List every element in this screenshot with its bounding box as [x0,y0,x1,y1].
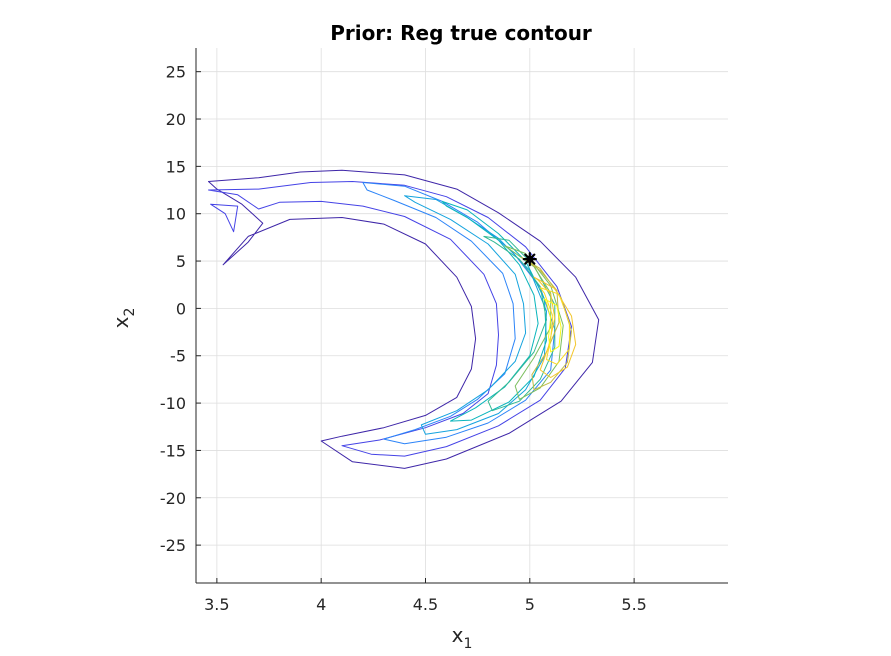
contour-level-11 [543,298,562,353]
y-tick-label: -5 [170,347,186,366]
y-tick-labels: 25 20 15 10 5 0 -5 -10 -15 -20 -25 [160,63,186,555]
y-tick-label: 20 [166,110,186,129]
y-tick-label: 15 [166,157,186,176]
x-tick-label: 3.5 [204,595,229,614]
y-tick-label: -25 [160,536,186,555]
contour-level-6 [483,235,556,412]
x-tick-label: 4 [316,595,326,614]
x-axis-label: x1 [452,623,473,652]
marker-layer [522,252,537,267]
x-axis-label-sub: 1 [463,636,472,652]
y-axis-label-main: x [109,316,133,328]
y-tick-label: 5 [176,252,186,271]
y-tick-label: -10 [160,394,186,413]
axes [195,48,728,584]
chart-title: Prior: Reg true contour [330,21,592,45]
contour-level-9 [533,276,577,378]
x-axis-label-main: x [452,623,464,647]
contour-level-1 [210,203,239,233]
y-tick-label: 10 [166,205,186,224]
star-marker [522,252,537,267]
y-axis-label-sub: 2 [122,308,138,317]
grid-lines [196,48,728,583]
x-tick-label: 5 [525,595,535,614]
x-tick-labels: 3.5 4 4.5 5 5.5 [204,595,647,614]
contour-level-3 [362,182,556,445]
contour-level-0 [208,169,600,469]
y-tick-label: 0 [176,299,186,318]
y-tick-label: 25 [166,63,186,82]
contour-level-4 [404,195,547,435]
x-tick-label: 5.5 [621,595,646,614]
contour-level-5 [441,200,547,422]
contour-level-10 [539,287,570,365]
contour-lines [208,169,600,469]
x-tick-label: 4.5 [413,595,438,614]
y-tick-label: -15 [160,441,186,460]
y-axis-label: x2 [109,308,138,329]
contour-level-2 [208,181,572,457]
y-tick-label: -20 [160,489,186,508]
